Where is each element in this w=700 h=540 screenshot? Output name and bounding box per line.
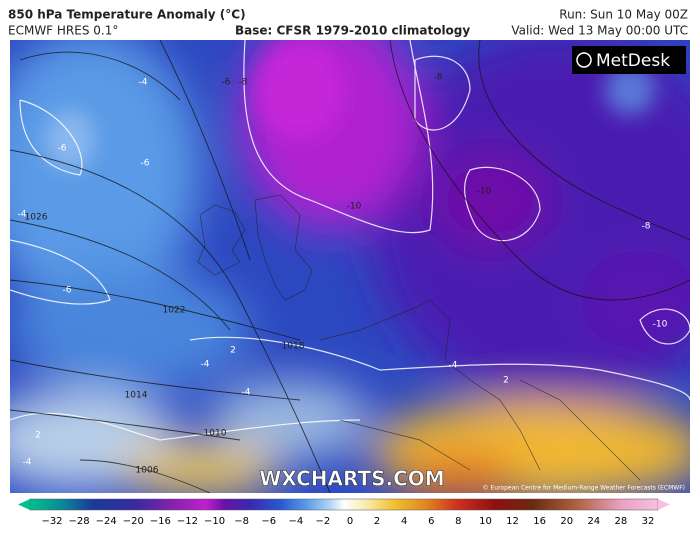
logo: MetDesk <box>596 51 670 71</box>
contour-label: -8 <box>434 73 443 83</box>
contour-label: -4 <box>449 361 458 371</box>
contour-label: 2 <box>230 346 236 356</box>
colorbar-tick-label: −24 <box>96 516 117 527</box>
contour-label: -6 <box>222 78 231 88</box>
contour-label: -8 <box>239 78 248 88</box>
colorbar-tick-label: 16 <box>533 516 546 527</box>
contour-label: -6 <box>58 144 67 154</box>
contour-label: 1022 <box>163 306 186 316</box>
colorbar <box>29 498 659 511</box>
colorbar-tick-label: 2 <box>374 516 380 527</box>
colorbar-tick-label: 6 <box>428 516 434 527</box>
colorbar-tick-label: −4 <box>288 516 303 527</box>
colorbar-tick-label: 4 <box>401 516 407 527</box>
colorbar-tick-label: −10 <box>204 516 225 527</box>
contour-label: -10 <box>347 202 362 212</box>
contour-label: -4 <box>201 360 210 370</box>
contour-label: -6 <box>141 159 150 169</box>
colorbar-tick-label: 8 <box>455 516 461 527</box>
colorbar-arrow-left <box>18 499 30 510</box>
colorbar-tick-label: −32 <box>41 516 62 527</box>
watermark: WXCHARTS.COM <box>259 467 444 491</box>
base: Base: CFSR 1979-2010 climatology <box>235 24 470 38</box>
colorbar-tick-label: 28 <box>615 516 628 527</box>
colorbar-tick-label: −8 <box>234 516 249 527</box>
contour-label: -4 <box>23 458 32 468</box>
colorbar-tick-label: 32 <box>642 516 655 527</box>
contour-label: -4 <box>139 78 148 88</box>
map: WXCHARTS.COM © European Centre for Mediu… <box>10 40 690 493</box>
contour-label: -4 <box>242 388 251 398</box>
logo-icon <box>576 52 592 68</box>
contour-label: 2 <box>503 376 509 386</box>
title: 850 hPa Temperature Anomaly (°C) <box>8 8 246 22</box>
contour-label: -10 <box>477 187 492 197</box>
colorbar-tick-label: 20 <box>560 516 573 527</box>
contour-label: -10 <box>653 320 668 330</box>
colorbar-tick-label: −6 <box>261 516 276 527</box>
contour-label: -8 <box>642 222 651 232</box>
colorbar-tick-label: 10 <box>479 516 492 527</box>
run: Run: Sun 10 May 00Z <box>559 8 688 22</box>
contour-label: 1006 <box>136 466 159 476</box>
contour-label: 1014 <box>125 391 148 401</box>
colorbar-ticks: −32 −28 −24 −20 −16 −12 −10 −8 −6 −4 −2 0 2 4 6 8 10 12 16… <box>41 516 654 527</box>
colorbar-tick-label: −12 <box>177 516 198 527</box>
contour-label: -6 <box>63 286 72 296</box>
contour-label: 2 <box>35 431 41 441</box>
colorbar-tick-label: −16 <box>150 516 171 527</box>
model: ECMWF HRES 0.1° <box>8 24 118 38</box>
colorbar-arrow-right <box>658 499 670 510</box>
valid: Valid: Wed 13 May 00:00 UTC <box>511 24 688 38</box>
contour-label: 1018 <box>282 342 305 352</box>
colorbar-tick-label: 24 <box>587 516 600 527</box>
contour-label: 1026 <box>25 213 48 223</box>
contour-label: 1010 <box>204 429 227 439</box>
colorbar-tick-label: 0 <box>347 516 353 527</box>
copyright: © European Centre for Medium-Range Weath… <box>483 485 685 492</box>
colorbar-tick-label: −20 <box>123 516 144 527</box>
colorbar-tick-label: −2 <box>316 516 331 527</box>
colorbar-tick-label: 12 <box>506 516 519 527</box>
contour-label: -4 <box>18 210 27 220</box>
colorbar-tick-label: −28 <box>69 516 90 527</box>
